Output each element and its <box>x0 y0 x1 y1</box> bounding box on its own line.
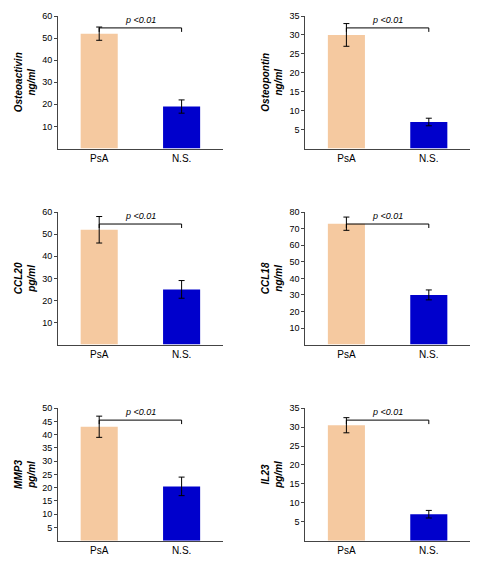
svg-text:PsA: PsA <box>337 153 356 164</box>
svg-text:35: 35 <box>42 443 52 453</box>
svg-text:35: 35 <box>289 11 299 21</box>
svg-text:CCL20pg/ml: CCL20pg/ml <box>13 262 37 294</box>
svg-text:10: 10 <box>42 318 52 328</box>
svg-text:10: 10 <box>42 509 52 519</box>
svg-text:50: 50 <box>42 403 52 413</box>
svg-text:PsA: PsA <box>337 545 356 556</box>
svg-text:20: 20 <box>289 307 299 317</box>
svg-text:40: 40 <box>42 251 52 261</box>
svg-text:PsA: PsA <box>90 349 109 360</box>
svg-text:15: 15 <box>289 87 299 97</box>
svg-text:15: 15 <box>42 496 52 506</box>
svg-text:40: 40 <box>42 430 52 440</box>
svg-text:40: 40 <box>289 274 299 284</box>
svg-text:N.S.: N.S. <box>419 153 438 164</box>
svg-text:IL23pg/ml: IL23pg/ml <box>260 461 284 489</box>
svg-text:25: 25 <box>289 49 299 59</box>
svg-text:20: 20 <box>42 296 52 306</box>
svg-text:50: 50 <box>289 257 299 267</box>
svg-text:30: 30 <box>42 274 52 284</box>
svg-text:45: 45 <box>42 417 52 427</box>
svg-text:MMP3pg/ml: MMP3pg/ml <box>13 460 37 489</box>
svg-text:70: 70 <box>289 224 299 234</box>
svg-text:50: 50 <box>42 229 52 239</box>
svg-text:35: 35 <box>289 403 299 413</box>
svg-text:p <0.01: p <0.01 <box>372 407 403 417</box>
svg-text:25: 25 <box>42 470 52 480</box>
svg-text:N.S.: N.S. <box>172 153 191 164</box>
svg-text:CCL18ng/ml: CCL18ng/ml <box>260 262 284 294</box>
svg-text:50: 50 <box>42 33 52 43</box>
svg-text:80: 80 <box>289 207 299 217</box>
svg-text:10: 10 <box>289 498 299 508</box>
svg-text:5: 5 <box>294 125 299 135</box>
svg-text:20: 20 <box>289 68 299 78</box>
svg-text:40: 40 <box>42 55 52 65</box>
svg-text:30: 30 <box>289 290 299 300</box>
svg-text:20: 20 <box>42 99 52 109</box>
svg-text:N.S.: N.S. <box>419 545 438 556</box>
svg-text:60: 60 <box>42 207 52 217</box>
svg-text:PsA: PsA <box>90 153 109 164</box>
svg-text:5: 5 <box>47 523 52 533</box>
svg-text:60: 60 <box>42 11 52 21</box>
svg-text:20: 20 <box>289 460 299 470</box>
svg-text:5: 5 <box>294 517 299 527</box>
svg-text:N.S.: N.S. <box>172 349 191 360</box>
svg-text:N.S.: N.S. <box>172 545 191 556</box>
svg-text:Osteoactivinng/ml: Osteoactivinng/ml <box>13 52 37 112</box>
svg-text:30: 30 <box>42 456 52 466</box>
svg-text:25: 25 <box>289 441 299 451</box>
svg-text:p <0.01: p <0.01 <box>372 15 403 25</box>
svg-text:15: 15 <box>289 479 299 489</box>
svg-text:60: 60 <box>289 240 299 250</box>
svg-text:p <0.01: p <0.01 <box>125 15 156 25</box>
svg-text:p <0.01: p <0.01 <box>125 407 156 417</box>
svg-text:20: 20 <box>42 483 52 493</box>
svg-text:10: 10 <box>289 106 299 116</box>
svg-text:30: 30 <box>289 422 299 432</box>
svg-text:PsA: PsA <box>337 349 356 360</box>
svg-text:30: 30 <box>42 77 52 87</box>
svg-text:p <0.01: p <0.01 <box>125 211 156 221</box>
svg-text:10: 10 <box>289 323 299 333</box>
svg-text:N.S.: N.S. <box>419 349 438 360</box>
svg-text:30: 30 <box>289 30 299 40</box>
svg-text:Osteopontinng/ml: Osteopontinng/ml <box>260 53 284 112</box>
svg-text:PsA: PsA <box>90 545 109 556</box>
svg-text:p <0.01: p <0.01 <box>372 211 403 221</box>
svg-text:10: 10 <box>42 122 52 132</box>
